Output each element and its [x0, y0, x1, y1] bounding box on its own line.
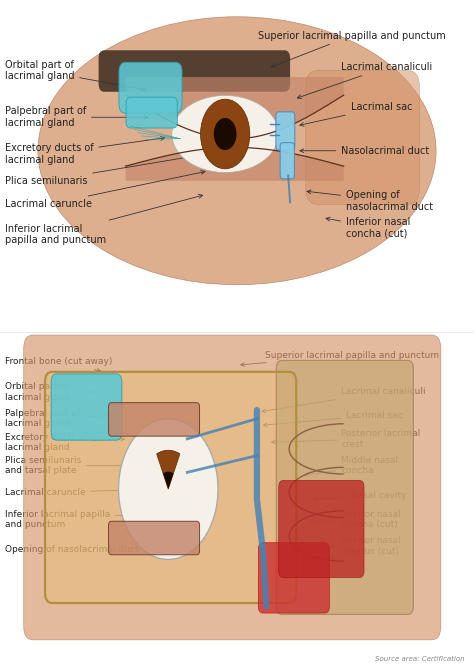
- Text: Nasal cavity: Nasal cavity: [314, 491, 406, 500]
- FancyBboxPatch shape: [306, 70, 419, 204]
- FancyBboxPatch shape: [276, 112, 295, 150]
- Text: Lacrimal caruncle: Lacrimal caruncle: [5, 488, 162, 497]
- Text: Inferior nasal
concha (cut): Inferior nasal concha (cut): [326, 217, 410, 239]
- Text: Nasolacrimal duct: Nasolacrimal duct: [300, 146, 429, 155]
- Text: Lacrimal sac: Lacrimal sac: [264, 411, 403, 427]
- Text: Excretory ducts of
lacrimal gland: Excretory ducts of lacrimal gland: [5, 137, 164, 165]
- Text: Source area: Certification: Source area: Certification: [375, 656, 465, 662]
- Text: Excretory ducts of
lacrimal gland: Excretory ducts of lacrimal gland: [5, 433, 124, 452]
- Ellipse shape: [172, 96, 278, 172]
- Text: Lacrimal caruncle: Lacrimal caruncle: [5, 170, 205, 209]
- FancyBboxPatch shape: [280, 143, 294, 179]
- Text: Inferior nasal
meatus (cut): Inferior nasal meatus (cut): [310, 537, 401, 555]
- FancyBboxPatch shape: [24, 335, 441, 640]
- FancyBboxPatch shape: [119, 62, 182, 113]
- FancyBboxPatch shape: [109, 403, 200, 436]
- Wedge shape: [156, 450, 180, 489]
- Circle shape: [201, 99, 250, 169]
- Text: Middle nasal
concha: Middle nasal concha: [305, 456, 398, 476]
- Wedge shape: [163, 472, 173, 489]
- Text: Frontal bone (cut away): Frontal bone (cut away): [5, 357, 112, 372]
- Circle shape: [214, 118, 237, 150]
- Text: Superior lacrimal papilla and punctum: Superior lacrimal papilla and punctum: [258, 31, 446, 68]
- Text: Orbital part of
lacrimal gland: Orbital part of lacrimal gland: [5, 60, 146, 91]
- Text: Superior lacrimal papilla and punctum: Superior lacrimal papilla and punctum: [241, 350, 439, 366]
- FancyBboxPatch shape: [276, 360, 413, 614]
- Text: Plica semilunaris: Plica semilunaris: [5, 153, 202, 186]
- Circle shape: [118, 419, 218, 559]
- Text: Lacrimal sac: Lacrimal sac: [300, 103, 412, 126]
- Text: Lacrimal canaliculi: Lacrimal canaliculi: [297, 62, 433, 98]
- FancyBboxPatch shape: [109, 521, 200, 555]
- Text: Plica semilunaris
and tarsal plate: Plica semilunaris and tarsal plate: [5, 456, 136, 475]
- FancyBboxPatch shape: [45, 372, 296, 603]
- Text: Orbital part of
lacrimal gland: Orbital part of lacrimal gland: [5, 383, 96, 401]
- Text: Lacrimal canaliculi: Lacrimal canaliculi: [262, 387, 426, 413]
- FancyBboxPatch shape: [51, 374, 122, 440]
- Text: Posterior lacrimal
crest: Posterior lacrimal crest: [272, 429, 420, 448]
- Ellipse shape: [38, 17, 436, 285]
- Text: Opening of nasolacrimal duct: Opening of nasolacrimal duct: [5, 541, 186, 554]
- Text: Palpebral part of
lacrimal gland: Palpebral part of lacrimal gland: [5, 107, 148, 128]
- FancyBboxPatch shape: [279, 480, 364, 578]
- FancyBboxPatch shape: [126, 97, 177, 128]
- FancyBboxPatch shape: [99, 50, 290, 92]
- Text: Opening of
nasolacrimal duct: Opening of nasolacrimal duct: [307, 190, 433, 212]
- FancyBboxPatch shape: [258, 543, 329, 613]
- Text: Inferior nasal
concha (cut): Inferior nasal concha (cut): [310, 510, 401, 529]
- Text: Inferior lacrimal
papilla and punctum: Inferior lacrimal papilla and punctum: [5, 194, 202, 245]
- Text: Inferior lacrimal papilla
and punctum: Inferior lacrimal papilla and punctum: [5, 510, 162, 529]
- Text: Palpebral part of
lacrimal gland: Palpebral part of lacrimal gland: [5, 409, 110, 428]
